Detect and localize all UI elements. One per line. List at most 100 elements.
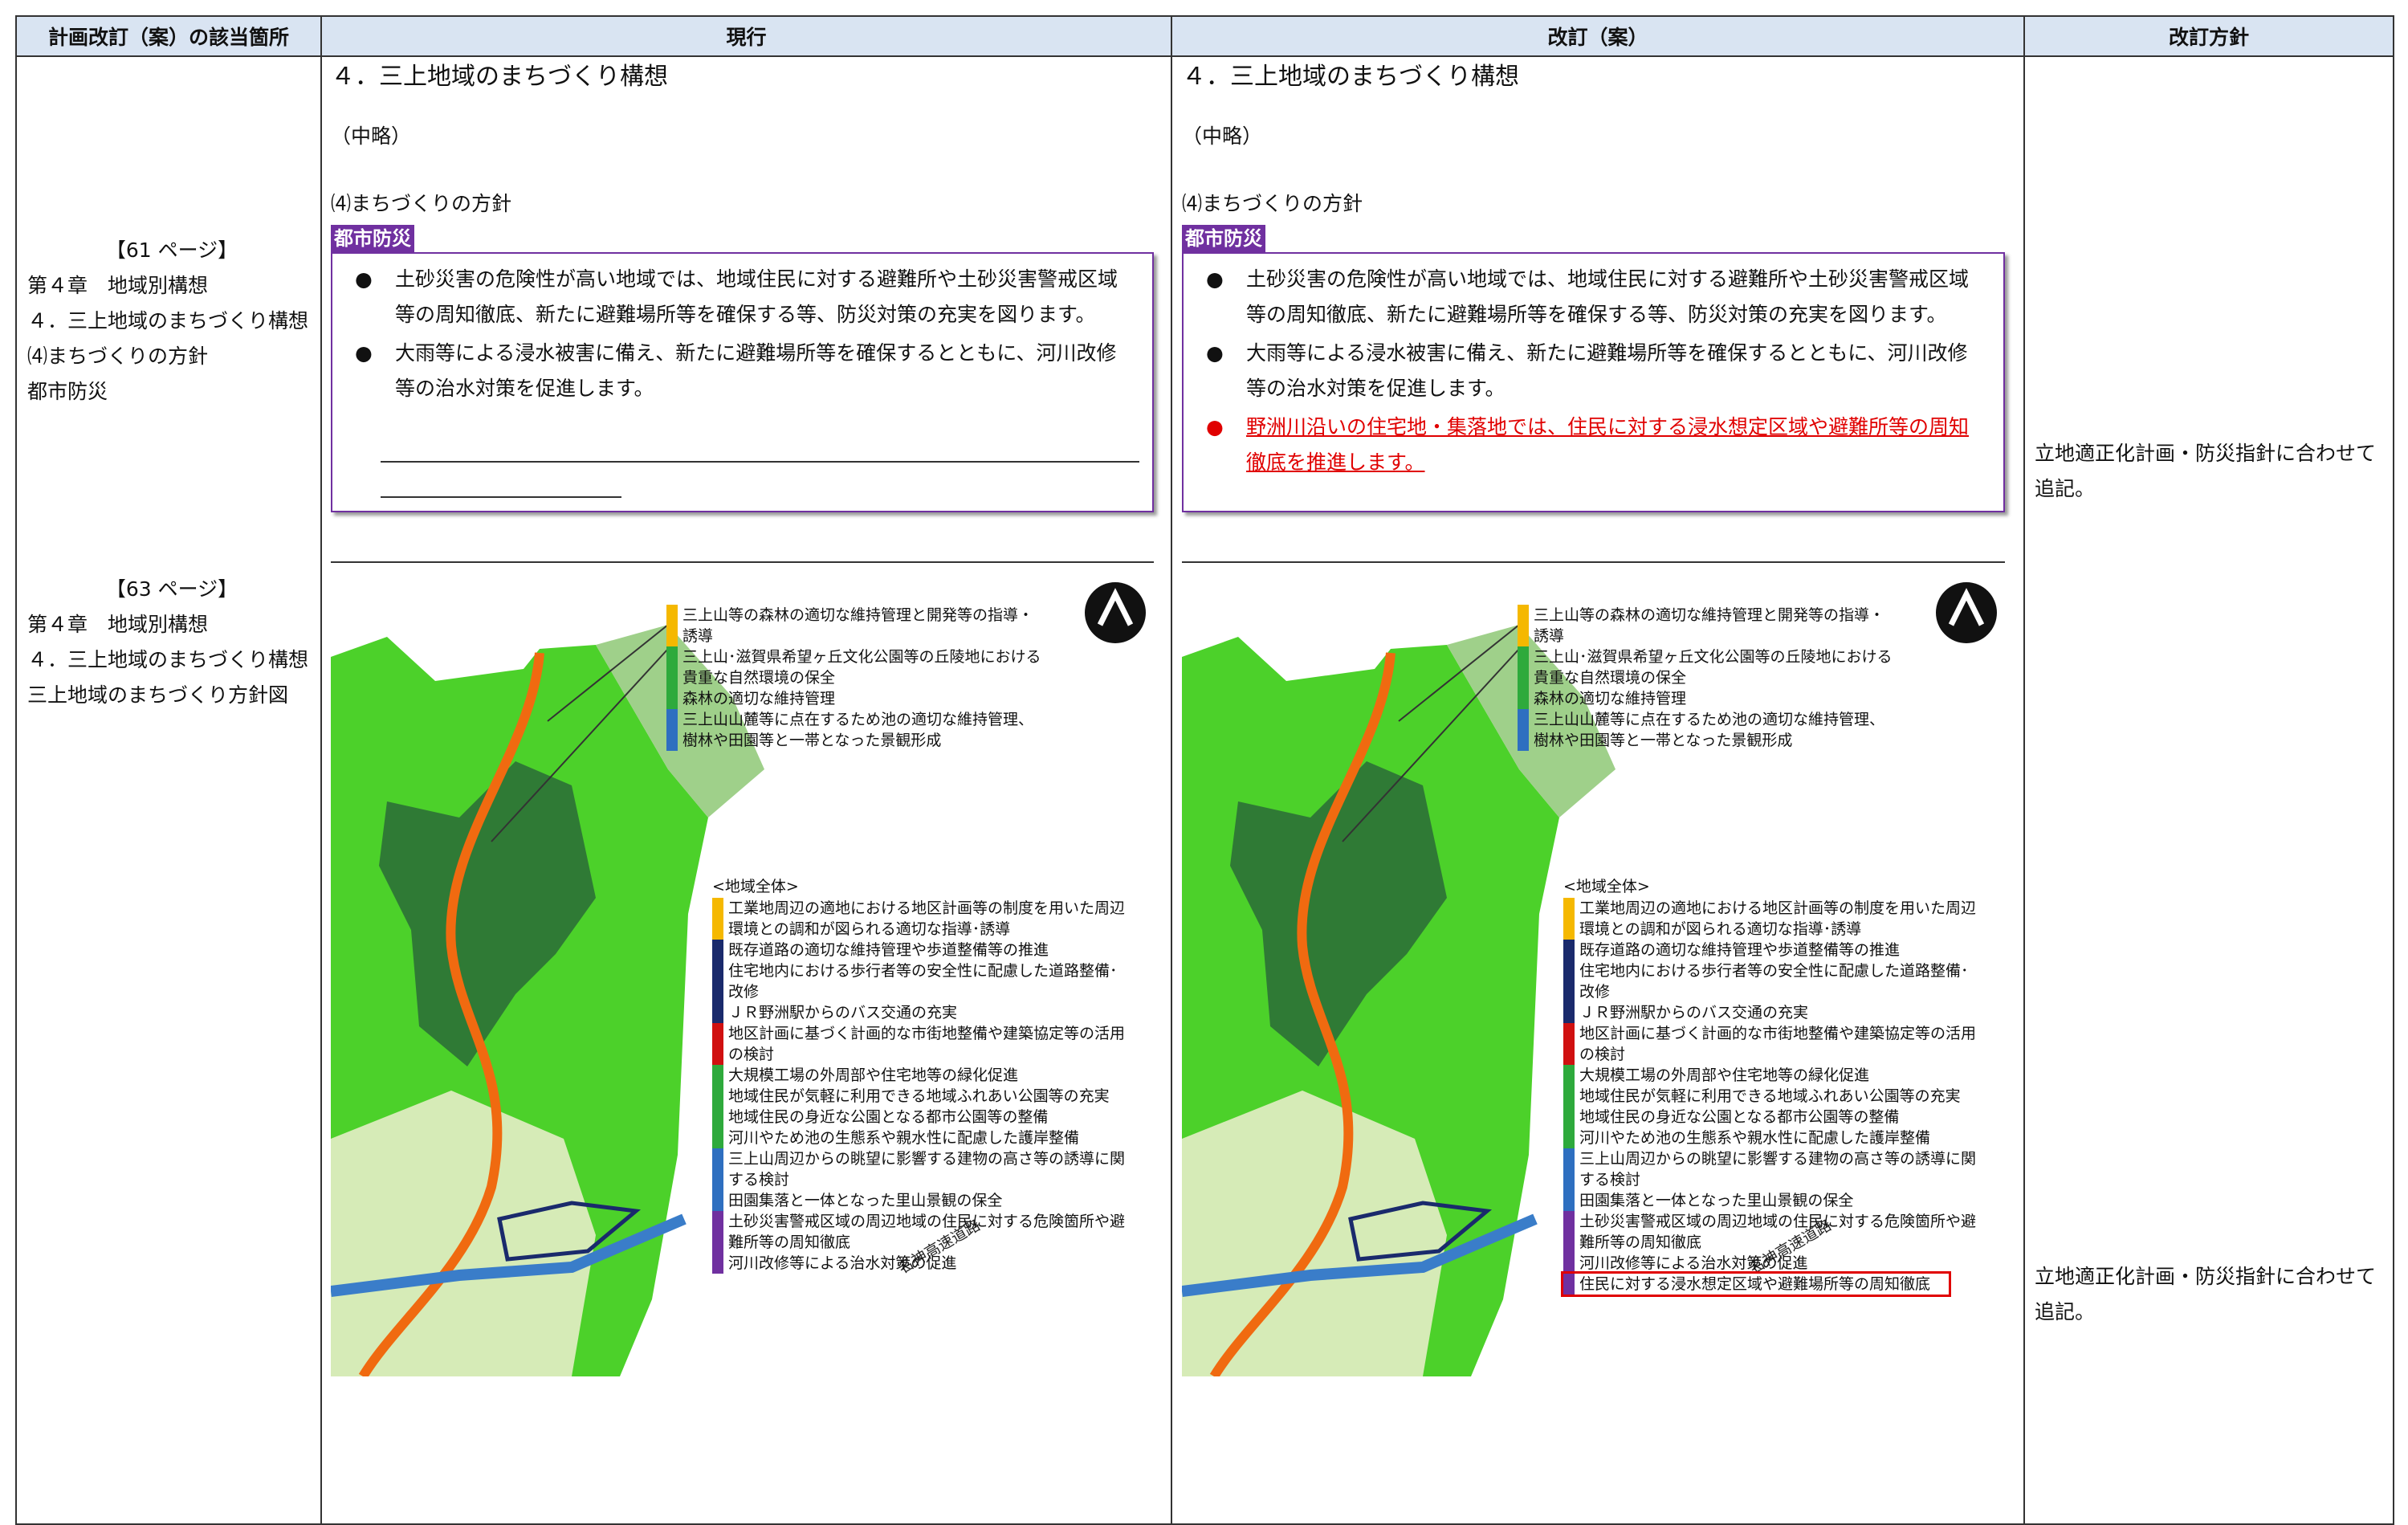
location: 【63 ページ】第４章 地域別構想 ４．三上地域のまちづくり構想 三上地域のまちづく… bbox=[27, 572, 316, 713]
legend: 三上山等の森林の適切な維持管理と開発等の指導・誘導 三上山･滋賀県希望ヶ丘文化公園… bbox=[666, 605, 1044, 751]
legend-item: 三上山･滋賀県希望ヶ丘文化公園等の丘陵地における貴重な自然環境の保全 bbox=[1534, 648, 1893, 687]
legend-group: 大規模工場の外周部や住宅地等の緑化促進地域住民が気軽に利用できる地域ふれあい公園… bbox=[1563, 1065, 1981, 1148]
legend-group: 地区計画に基づく計画的な市街地整備や建築協定等の活用の検討 bbox=[712, 1023, 1130, 1065]
separator bbox=[1182, 561, 2005, 563]
legend-group: 大規模工場の外周部や住宅地等の緑化促進地域住民が気軽に利用できる地域ふれあい公園… bbox=[712, 1065, 1130, 1148]
bullet-box: 土砂災害の危険性が高い地域では、地域住民に対する避難所や土砂災害警戒区域等の周知… bbox=[331, 252, 1154, 512]
bullet: 土砂災害の危険性が高い地域では、地域住民に対する避難所や土砂災害警戒区域等の周知… bbox=[1200, 262, 1987, 332]
legend-item: 土砂災害警戒区域の周辺地域の住民に対する危険箇所や避難所等の周知徹底 bbox=[1579, 1213, 1977, 1251]
header-cell: 現行 bbox=[320, 15, 1172, 57]
legend-item: 地域住民の身近な公園となる都市公園等の整備 bbox=[1579, 1108, 1900, 1126]
legend-item: 地区計画に基づく計画的な市街地整備や建築協定等の活用の検討 bbox=[728, 1025, 1126, 1063]
legend-item: 森林の適切な維持管理 bbox=[1534, 690, 1687, 707]
map-graphic bbox=[1182, 582, 1997, 1376]
map: 名神高速道路 三上山等の森林の適切な維持管理と開発等の指導・誘導 三上山･滋賀県希望… bbox=[331, 577, 1154, 1376]
legend-group: 三上山･滋賀県希望ヶ丘文化公園等の丘陵地における貴重な自然環境の保全森林の適切な… bbox=[666, 646, 1044, 709]
legend-group: 三上山等の森林の適切な維持管理と開発等の指導・誘導 bbox=[1518, 605, 1895, 646]
legend-item: 地域住民が気軽に利用できる地域ふれあい公園等の充実 bbox=[728, 1087, 1110, 1105]
legend-group: 工業地周辺の適地における地区計画等の制度を用いた周辺環境との調和が図られる適切な… bbox=[1563, 898, 1981, 940]
legend-item: 地区計画に基づく計画的な市街地整備や建築協定等の活用の検討 bbox=[1579, 1025, 1977, 1063]
section-heading: ４．三上地域のまちづくり構想 bbox=[331, 63, 668, 91]
legend-group: 地区計画に基づく計画的な市街地整備や建築協定等の活用の検討 bbox=[1563, 1023, 1981, 1065]
legend-item: 工業地周辺の適地における地区計画等の制度を用いた周辺環境との調和が図られる適切な… bbox=[728, 899, 1126, 938]
legend-item: 河川改修等による治水対策の促進 bbox=[728, 1254, 957, 1272]
legend: 工業地周辺の適地における地区計画等の制度を用いた周辺環境との調和が図られる適切な… bbox=[1561, 898, 1981, 1297]
tag: 都市防災 bbox=[331, 225, 414, 252]
legend-item: 大規模工場の外周部や住宅地等の緑化促進 bbox=[728, 1066, 1019, 1084]
legend-group: 土砂災害警戒区域の周辺地域の住民に対する危険箇所や避難所等の周知徹底河川改修等に… bbox=[712, 1211, 1130, 1274]
added-legend: 住民に対する浸水想定区域や避難場所等の周知徹底 bbox=[1561, 1271, 1951, 1297]
location: 【61 ページ】第４章 地域別構想 ４．三上地域のまちづくり構想 ⑷まちづくりの方針… bbox=[27, 233, 316, 410]
legend-group: 三上山･滋賀県希望ヶ丘文化公園等の丘陵地における貴重な自然環境の保全森林の適切な… bbox=[1518, 646, 1895, 709]
map: 名神高速道路 三上山等の森林の適切な維持管理と開発等の指導・誘導 三上山･滋賀県希望… bbox=[1182, 577, 2005, 1376]
location-line: 第４章 地域別構想 bbox=[27, 613, 209, 636]
map-graphic bbox=[331, 582, 1146, 1376]
legend-item: 地域住民が気軽に利用できる地域ふれあい公園等の充実 bbox=[1579, 1087, 1961, 1105]
legend-group: 三上山等の森林の適切な維持管理と開発等の指導・誘導 bbox=[666, 605, 1044, 646]
legend-group: 三上山周辺からの眺望に影響する建物の高さ等の誘導に関する検討田園集落と一体となっ… bbox=[712, 1148, 1130, 1211]
legend-title: <地域全体> bbox=[1563, 878, 1650, 895]
legend-group: 既存道路の適切な維持管理や歩道整備等の推進住宅地内における歩行者等の安全性に配慮… bbox=[712, 940, 1130, 1023]
legend-item: 既存道路の適切な維持管理や歩道整備等の推進 bbox=[1579, 941, 1901, 959]
legend-item: 河川改修等による治水対策の促進 bbox=[1579, 1254, 1808, 1272]
legend-group: 三上山周辺からの眺望に影響する建物の高さ等の誘導に関する検討田園集落と一体となっ… bbox=[1563, 1148, 1981, 1211]
header-cell: 改訂（案） bbox=[1171, 15, 2025, 57]
legend-group: 三上山山麓等に点在するため池の適切な維持管理、樹林や田園等と一帯となった景観形成 bbox=[666, 709, 1044, 751]
legend-item: 工業地周辺の適地における地区計画等の制度を用いた周辺環境との調和が図られる適切な… bbox=[1579, 899, 1977, 938]
legend-group: 既存道路の適切な維持管理や歩道整備等の推進住宅地内における歩行者等の安全性に配慮… bbox=[1563, 940, 1981, 1023]
legend-item: 三上山周辺からの眺望に影響する建物の高さ等の誘導に関する検討 bbox=[1579, 1150, 1977, 1189]
legend-item: 河川やため池の生態系や親水性に配慮した護岸整備 bbox=[1579, 1129, 1931, 1147]
subheading: ⑷まちづくりの方針 bbox=[331, 192, 512, 215]
location-line: 都市防災 bbox=[27, 380, 108, 403]
legend-group: 工業地周辺の適地における地区計画等の制度を用いた周辺環境との調和が図られる適切な… bbox=[712, 898, 1130, 940]
subheading: ⑷まちづくりの方針 bbox=[1182, 192, 1363, 215]
blank-line bbox=[381, 461, 1139, 463]
omitted: （中略） bbox=[331, 124, 412, 148]
policy: 立地適正化計画・防災指針に合わせて追記。 bbox=[2035, 442, 2377, 500]
added-bullet: 野洲川沿いの住宅地・集落地では、住民に対する浸水想定区域や避難所等の周知徹底を推… bbox=[1200, 410, 1987, 480]
legend-item: 土砂災害警戒区域の周辺地域の住民に対する危険箇所や避難所等の周知徹底 bbox=[728, 1213, 1126, 1251]
policy: 立地適正化計画・防災指針に合わせて追記。 bbox=[2035, 1265, 2377, 1323]
blank-line bbox=[381, 496, 621, 498]
bullet: 大雨等による浸水被害に備え、新たに避難場所等を確保するとともに、河川改修等の治水… bbox=[1200, 336, 1987, 406]
legend-item: 既存道路の適切な維持管理や歩道整備等の推進 bbox=[728, 941, 1049, 959]
location-line: ４．三上地域のまちづくり構想 bbox=[27, 648, 309, 671]
location-line: 第４章 地域別構想 bbox=[27, 274, 209, 297]
bullet: 大雨等による浸水被害に備え、新たに避難場所等を確保するとともに、河川改修等の治水… bbox=[348, 336, 1136, 406]
legend-item: 田園集落と一体となった里山景観の保全 bbox=[728, 1192, 1003, 1209]
location-line: 【63 ページ】 bbox=[105, 577, 238, 601]
legend: 三上山等の森林の適切な維持管理と開発等の指導・誘導 三上山･滋賀県希望ヶ丘文化公園… bbox=[1518, 605, 1895, 751]
legend-item: 三上山山麓等に点在するため池の適切な維持管理、樹林や田園等と一帯となった景観形成 bbox=[682, 711, 1034, 749]
legend-item: 三上山･滋賀県希望ヶ丘文化公園等の丘陵地における貴重な自然環境の保全 bbox=[682, 648, 1041, 687]
header-cell: 改訂方針 bbox=[2023, 15, 2394, 57]
tag: 都市防災 bbox=[1182, 225, 1265, 252]
location-line: ４．三上地域のまちづくり構想 bbox=[27, 309, 309, 332]
legend: 工業地周辺の適地における地区計画等の制度を用いた周辺環境との調和が図られる適切な… bbox=[712, 898, 1130, 1274]
legend-item: ＪＲ野洲駅からのバス交通の充実 bbox=[728, 1004, 958, 1021]
legend-item: 三上山等の森林の適切な維持管理と開発等の指導・誘導 bbox=[1534, 606, 1885, 645]
legend-item: 地域住民の身近な公園となる都市公園等の整備 bbox=[728, 1108, 1049, 1126]
legend-item: 三上山山麓等に点在するため池の適切な維持管理、樹林や田園等と一帯となった景観形成 bbox=[1534, 711, 1885, 749]
bullet: 土砂災害の危険性が高い地域では、地域住民に対する避難所や土砂災害警戒区域等の周知… bbox=[348, 262, 1136, 332]
separator bbox=[331, 561, 1154, 563]
legend-item: 三上山等の森林の適切な維持管理と開発等の指導・誘導 bbox=[682, 606, 1034, 645]
location-line: ⑷まちづくりの方針 bbox=[27, 345, 209, 368]
legend-item: ＪＲ野洲駅からのバス交通の充実 bbox=[1579, 1004, 1809, 1021]
legend-item: 大規模工場の外周部や住宅地等の緑化促進 bbox=[1579, 1066, 1870, 1084]
section-heading: ４．三上地域のまちづくり構想 bbox=[1182, 63, 1519, 91]
legend-item: 三上山周辺からの眺望に影響する建物の高さ等の誘導に関する検討 bbox=[728, 1150, 1126, 1189]
header-cell: 計画改訂（案）の該当箇所 bbox=[15, 15, 322, 57]
legend-item: 森林の適切な維持管理 bbox=[682, 690, 836, 707]
bullet-box: 土砂災害の危険性が高い地域では、地域住民に対する避難所や土砂災害警戒区域等の周知… bbox=[1182, 252, 2005, 512]
location-line: 三上地域のまちづくり方針図 bbox=[27, 683, 289, 707]
legend-item: 住宅地内における歩行者等の安全性に配慮した道路整備･改修 bbox=[728, 962, 1118, 1001]
omitted: （中略） bbox=[1182, 124, 1263, 148]
legend-group: 三上山山麓等に点在するため池の適切な維持管理、樹林や田園等と一帯となった景観形成 bbox=[1518, 709, 1895, 751]
legend-group: 土砂災害警戒区域の周辺地域の住民に対する危険箇所や避難所等の周知徹底河川改修等に… bbox=[1563, 1211, 1981, 1274]
legend-item: 田園集落と一体となった里山景観の保全 bbox=[1579, 1192, 1854, 1209]
legend-item: 住宅地内における歩行者等の安全性に配慮した道路整備･改修 bbox=[1579, 962, 1969, 1001]
legend-item: 河川やため池の生態系や親水性に配慮した護岸整備 bbox=[728, 1129, 1080, 1147]
location-line: 【61 ページ】 bbox=[105, 239, 238, 262]
legend-title: <地域全体> bbox=[712, 878, 799, 895]
